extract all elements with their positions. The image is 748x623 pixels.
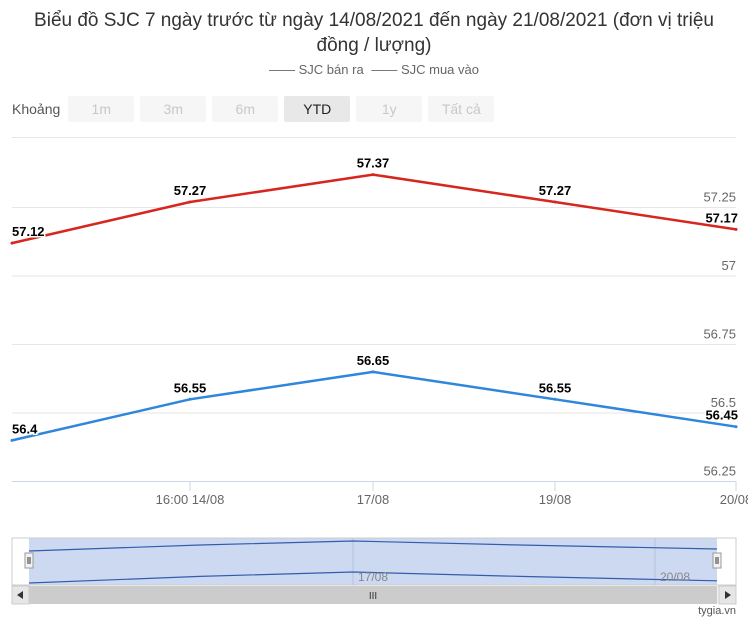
range-button-1m[interactable]: 1m [68,96,135,122]
data-label: 57.27 [539,183,572,198]
legend-label-sell: SJC bán ra [298,62,364,77]
range-button-3m[interactable]: 3m [140,96,207,122]
legend-item-buy[interactable]: —— SJC mua vào [371,62,479,77]
chart-title: Biểu đồ SJC 7 ngày trước từ ngày 14/08/2… [34,10,714,56]
data-point [734,425,738,429]
data-label: 56.4 [12,421,38,436]
data-label: 56.55 [539,380,572,395]
series-line-sell [11,173,737,245]
y-tick-label: 56.5 [711,395,736,410]
range-button-all[interactable]: Tất cả [428,96,495,122]
range-selector: Khoảng 1m 3m 6m YTD 1y Tất cả [12,95,495,123]
navigator-handle-left[interactable] [24,552,34,569]
range-label: Khoảng [12,101,61,117]
data-label: 57.27 [174,183,207,198]
y-tick-label: 57 [722,258,736,273]
legend-item-sell[interactable]: —— SJC bán ra [269,62,364,77]
navigator-selected-range[interactable] [29,538,717,585]
data-point [553,397,557,401]
chevron-left-icon [17,591,23,599]
chevron-right-icon [725,591,731,599]
x-tick-label: 17/08 [357,492,390,507]
navigator-label: 20/08 [660,570,690,584]
data-label: 57.37 [357,156,390,171]
data-point [734,227,738,231]
data-label: 56.45 [705,408,738,423]
scrollbar-thumb[interactable] [29,586,717,604]
x-tick-label: 16:00 14/08 [156,492,225,507]
navigator-handle-right[interactable] [712,552,722,569]
y-tick-label: 56.25 [703,464,736,479]
navigator-label: 17/08 [358,570,388,584]
range-button-1y[interactable]: 1y [356,96,423,122]
scrollbar-grip-icon: III [369,591,377,602]
data-point [188,397,192,401]
data-label: 56.55 [174,380,207,395]
range-button-6m[interactable]: 6m [212,96,279,122]
data-point [371,173,375,177]
data-point [10,438,14,442]
data-label: 57.17 [705,210,738,225]
series-line-buy [11,370,737,442]
data-label: 56.65 [357,353,390,368]
credit-text: tygia.vn [698,605,736,617]
data-point [188,200,192,204]
navigator-series-buy [28,571,718,584]
data-point [10,241,14,245]
y-tick-label: 56.75 [703,327,736,342]
data-point [553,200,557,204]
y-tick-label: 57.25 [703,190,736,205]
navigator-series-sell [28,540,718,552]
x-tick-label: 19/08 [539,492,572,507]
x-tick-label: 20/08 [720,492,748,507]
legend: —— SJC bán ra —— SJC mua vào [0,62,748,77]
data-label: 57.12 [12,224,45,239]
legend-label-buy: SJC mua vào [400,62,479,77]
range-button-ytd[interactable]: YTD [284,96,351,122]
data-point [371,370,375,374]
